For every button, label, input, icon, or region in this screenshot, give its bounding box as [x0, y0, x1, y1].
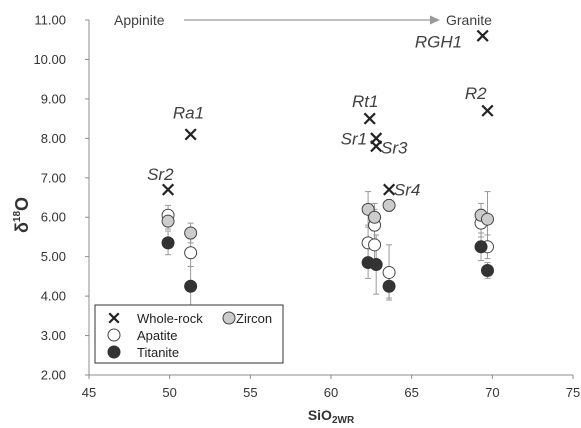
whole-rock-point — [476, 29, 489, 42]
y-axis-title: δ18O — [12, 197, 32, 233]
sample-label-sr1: Sr1 — [341, 129, 367, 148]
trend-end-label: Granite — [446, 12, 492, 28]
titanite-point — [161, 236, 175, 250]
y-axis-title-superscript: 18 — [12, 211, 23, 223]
whole-rock-point — [161, 183, 175, 196]
sample-label-sr3: Sr3 — [381, 138, 408, 157]
svg-text:δ18O: δ18O — [12, 197, 32, 233]
titanite-point — [184, 279, 198, 293]
x-tick-label: 45 — [82, 385, 96, 400]
legend-cross-icon — [108, 312, 120, 324]
sample-label-ra1: Ra1 — [173, 104, 204, 123]
x-tick-label: 75 — [566, 385, 580, 400]
whole-rock-point — [370, 140, 383, 153]
x-tick-label: 55 — [243, 385, 257, 400]
y-tick-label: 2.00 — [41, 368, 66, 383]
cross-stroke — [363, 112, 376, 125]
zircon-point — [480, 212, 494, 226]
legend: Whole-rock Zircon Apatite Titanite — [94, 304, 284, 364]
cross-stroke — [370, 140, 383, 153]
cross-stroke — [161, 183, 175, 196]
y-tick-label: 4.00 — [41, 289, 66, 304]
zircon-point — [184, 226, 198, 240]
legend-titanite-icon — [107, 345, 121, 359]
legend-zircon-icon — [222, 311, 236, 325]
legend-apatite-icon — [107, 328, 121, 342]
y-tick-label: 5.00 — [41, 249, 66, 264]
x-axis-title-subscript: 2WR — [332, 415, 355, 426]
trend-arrow-head — [430, 15, 440, 25]
cross-stroke — [370, 132, 383, 145]
y-tick-label: 9.00 — [41, 91, 66, 106]
y-axis-ticks: 2.00 3.00 4.00 5.00 6.00 7.00 8.00 9.00 10.00 11.… — [33, 13, 89, 383]
whole-rock-point — [370, 132, 383, 145]
titanite-point — [474, 240, 488, 254]
x-axis-title: SiO2WR — [308, 407, 355, 426]
legend-label-zircon: Zircon — [236, 311, 272, 326]
cross-stroke — [476, 29, 489, 42]
legend-label-apatite: Apatite — [137, 328, 177, 343]
x-tick-label: 60 — [324, 385, 338, 400]
zircon-point — [368, 210, 382, 224]
apatite-point — [368, 238, 382, 252]
x-tick-label: 50 — [162, 385, 176, 400]
y-axis-title-element: O — [12, 197, 32, 211]
sample-labels: Sr2 Ra1 Rt1 Sr1 Sr3 Sr4 RGH1 R2 — [147, 33, 487, 200]
y-tick-label: 8.00 — [41, 131, 66, 146]
apatite-point — [184, 246, 198, 260]
titanite-point — [382, 279, 396, 293]
sample-label-rt1: Rt1 — [352, 92, 378, 111]
y-tick-label: 11.00 — [34, 13, 66, 28]
titanite-point — [369, 258, 383, 272]
whole-rock-point — [383, 183, 396, 196]
legend-label-whole-rock: Whole-rock — [137, 311, 203, 326]
trend-annotation: Appinite Granite — [114, 12, 492, 28]
x-axis-title-main: SiO — [308, 407, 332, 423]
x-tick-label: 65 — [404, 385, 418, 400]
titanite-point — [480, 263, 494, 277]
whole-rock-point — [363, 112, 376, 125]
trend-start-label: Appinite — [114, 12, 165, 28]
y-tick-label: 3.00 — [41, 328, 66, 343]
y-tick-label: 7.00 — [41, 170, 66, 185]
cross-stroke — [383, 183, 396, 196]
zircon-point — [161, 214, 175, 228]
cross-stroke — [184, 128, 197, 141]
sample-label-sr2: Sr2 — [147, 165, 174, 184]
legend-label-titanite: Titanite — [137, 345, 179, 360]
apatite-point — [382, 265, 396, 279]
cross-stroke — [481, 104, 494, 117]
sample-label-sr4: Sr4 — [394, 181, 420, 200]
sample-label-r2: R2 — [465, 84, 487, 103]
y-tick-label: 10.00 — [33, 52, 66, 67]
whole-rock-point — [481, 104, 494, 117]
error-bars — [165, 191, 491, 307]
x-tick-label: 70 — [485, 385, 499, 400]
y-tick-label: 6.00 — [41, 210, 66, 225]
legend-box — [94, 304, 284, 364]
zircon-point — [382, 198, 396, 212]
whole-rock-point — [184, 128, 197, 141]
y-axis-title-delta: δ — [12, 222, 32, 233]
x-axis-ticks: 45 50 55 60 65 70 75 — [82, 375, 580, 400]
sample-label-rgh1: RGH1 — [415, 33, 462, 52]
data-points — [161, 29, 494, 293]
